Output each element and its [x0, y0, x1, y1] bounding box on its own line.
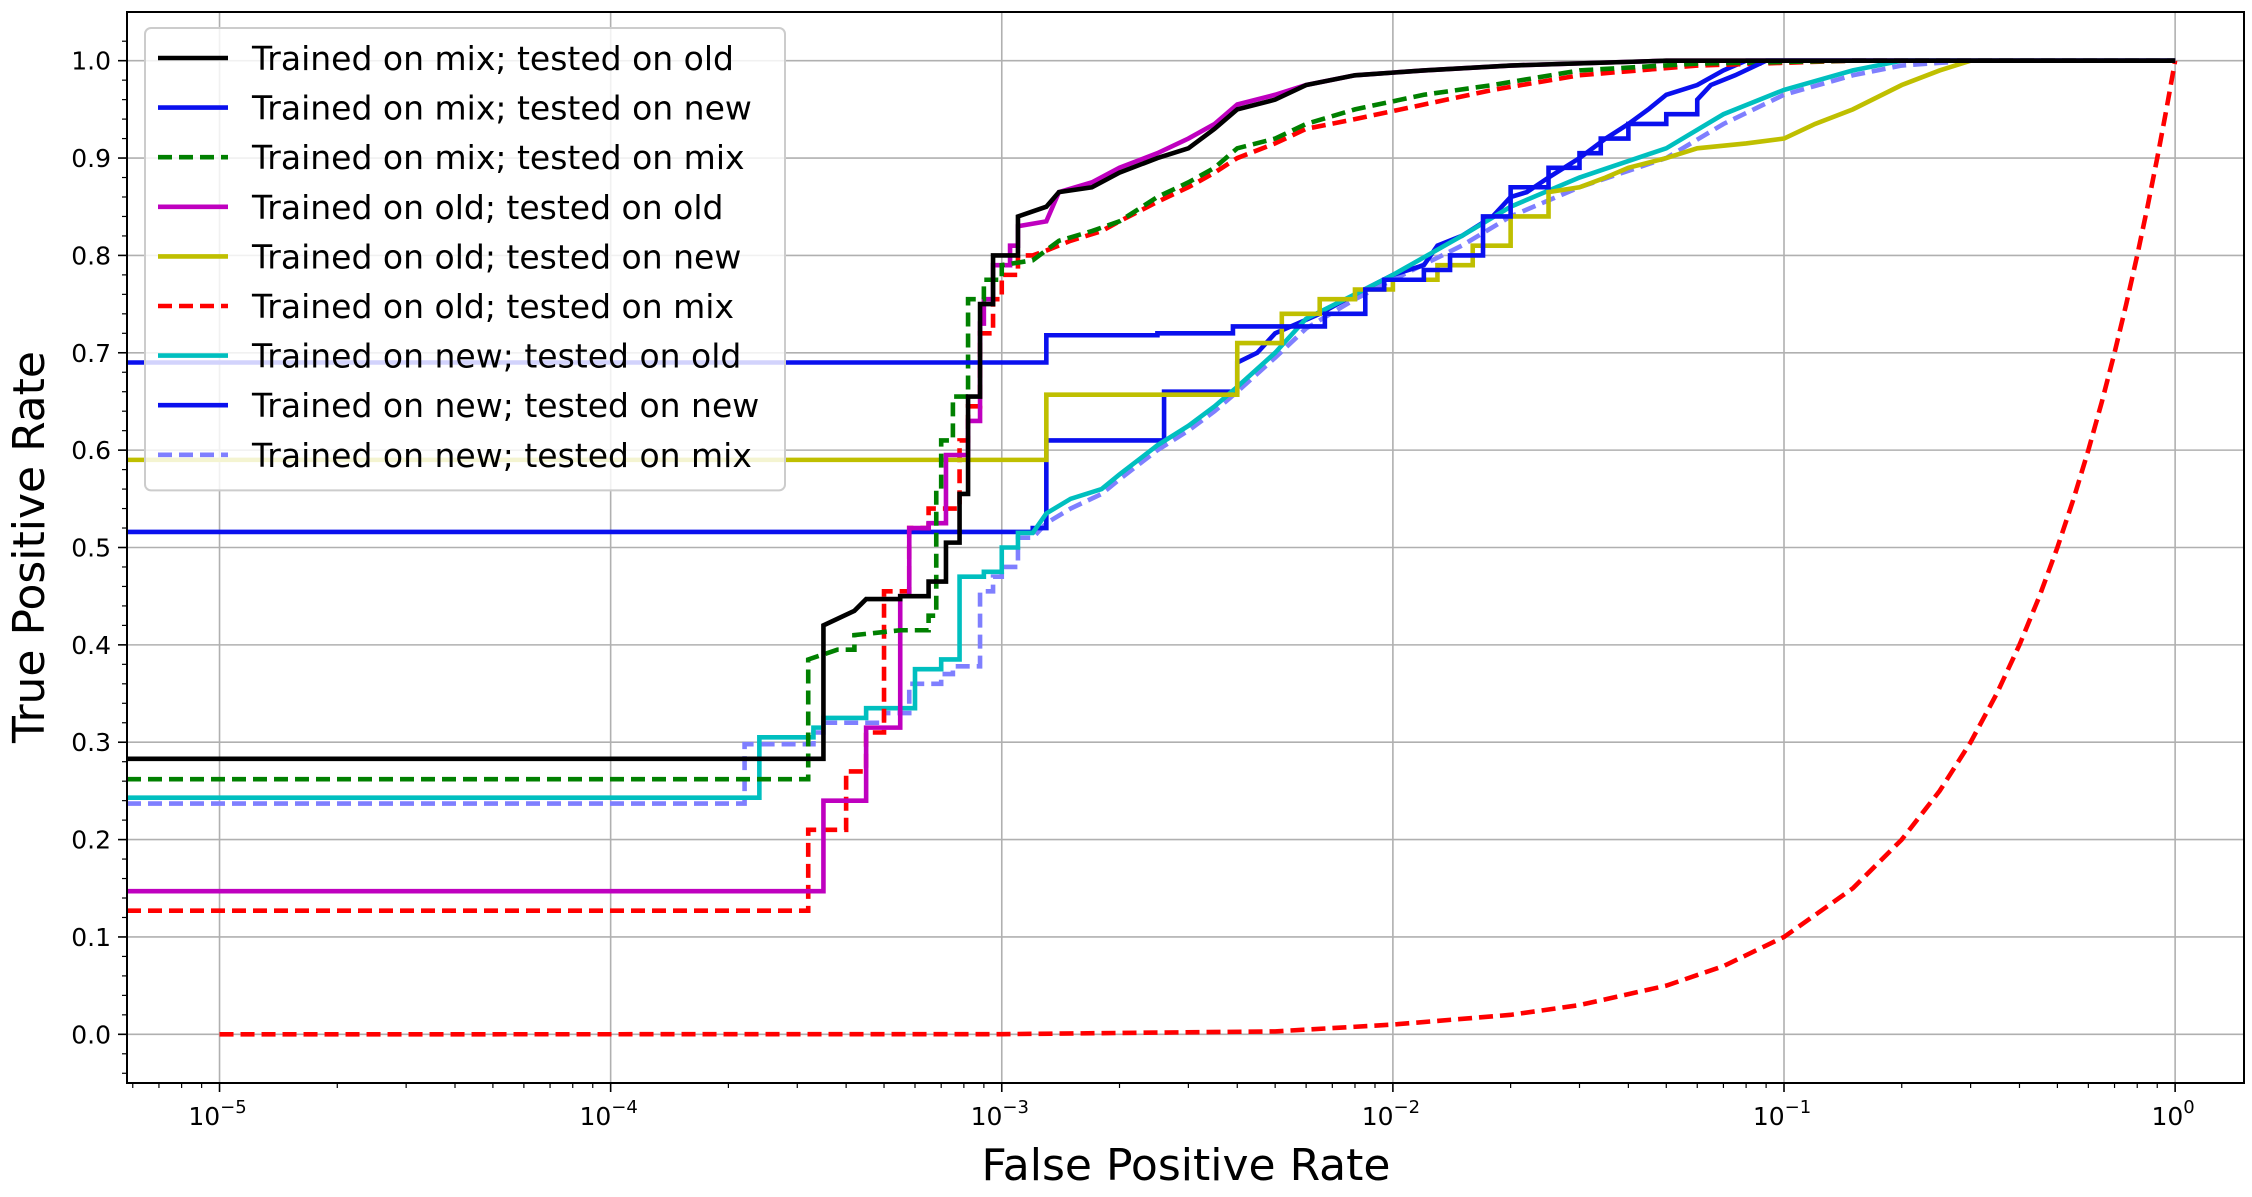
y-tick-label: 0.7: [71, 339, 111, 368]
series-line-10: [219, 60, 2178, 1037]
grid-lines: [127, 12, 2244, 1083]
y-axis-title: True Positive Rate: [4, 351, 55, 744]
x-tick-base: 10: [1753, 1102, 1785, 1131]
x-tick-label: 10−1: [1753, 1097, 1811, 1131]
legend-box: [144, 27, 786, 492]
x-axis-title: False Positive Rate: [982, 1140, 1391, 1191]
y-axis-ticks: 0.0 0.1 0.2 0.3 0.4 0.5 0.6 0.7 0.8 0.9 1.0: [71, 47, 127, 1049]
legend-label: Trained on old; tested on mix: [251, 287, 734, 326]
x-tick-exponent: 0: [2183, 1097, 2194, 1118]
x-axis-ticks: 10−5 10−4 10−3 10−2 10−1 100: [188, 1083, 2195, 1131]
x-tick-base: 10: [2151, 1102, 2183, 1131]
y-tick-label: 1.0: [71, 47, 111, 76]
x-tick-base: 10: [1362, 1102, 1394, 1131]
series-line-2: [127, 58, 2176, 365]
legend-label: Trained on mix; tested on old: [251, 39, 734, 78]
x-tick-exponent: −4: [611, 1097, 638, 1118]
x-tick-label: 10−2: [1362, 1097, 1420, 1131]
x-tick-label: 10−4: [579, 1097, 637, 1131]
x-tick-base: 10: [971, 1102, 1003, 1131]
y-tick-label: 0.2: [71, 826, 111, 855]
x-tick-label: 10−3: [971, 1097, 1029, 1131]
y-tick-label: 0.6: [71, 436, 111, 465]
x-tick-exponent: −2: [1394, 1097, 1421, 1118]
y-tick-label: 0.1: [71, 923, 111, 952]
legend: Trained on mix; tested on old Trained on …: [144, 27, 786, 492]
legend-label: Trained on old; tested on new: [251, 237, 741, 276]
x-tick-exponent: −3: [1002, 1097, 1029, 1118]
y-tick-label: 0.9: [71, 144, 111, 173]
legend-label: Trained on old; tested on old: [251, 188, 723, 227]
legend-label: Trained on new; tested on mix: [251, 436, 752, 475]
legend-label: Trained on new; tested on new: [251, 386, 759, 425]
series-line-1: [127, 58, 2176, 762]
y-tick-label: 0.5: [71, 534, 111, 563]
y-tick-label: 0.8: [71, 241, 111, 270]
x-tick-base: 10: [579, 1102, 611, 1131]
x-tick-exponent: −5: [220, 1097, 247, 1118]
legend-label: Trained on new; tested on old: [251, 337, 741, 376]
x-tick-base: 10: [188, 1102, 220, 1131]
y-tick-label: 0.0: [71, 1020, 111, 1049]
x-tick-label: 100: [2151, 1097, 2194, 1131]
legend-label: Trained on mix; tested on new: [251, 89, 752, 128]
x-tick-label: 10−5: [188, 1097, 246, 1131]
series-line-6: [127, 58, 2176, 913]
y-tick-label: 0.4: [71, 631, 111, 660]
series-layer: [127, 58, 2178, 1037]
legend-label: Trained on mix; tested on mix: [251, 138, 745, 177]
y-tick-label: 0.3: [71, 728, 111, 757]
x-tick-exponent: −1: [1785, 1097, 1812, 1118]
